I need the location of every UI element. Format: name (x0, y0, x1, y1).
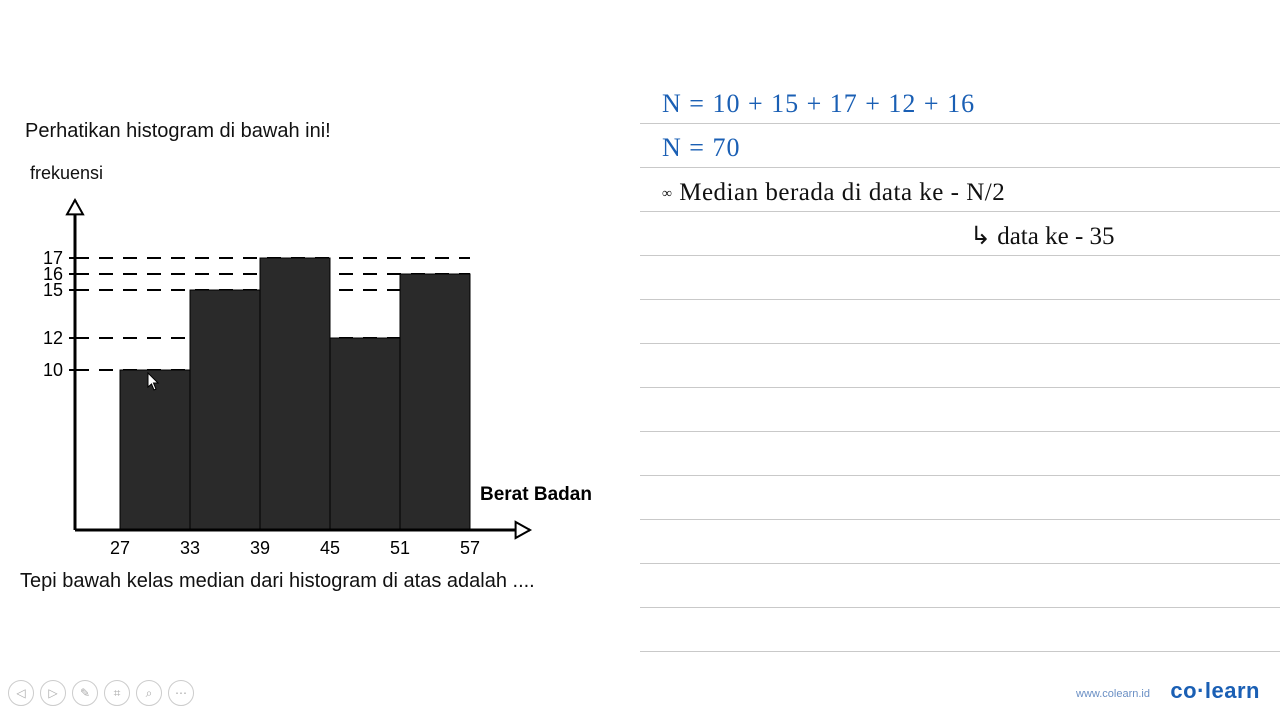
notes-line-6 (640, 300, 1280, 344)
notes-line-5 (640, 256, 1280, 300)
notes-panel: N = 10 + 15 + 17 + 12 + 16 N = 70 ∞ Medi… (640, 0, 1280, 720)
svg-text:17: 17 (43, 248, 63, 268)
infinity-icon: ∞ (662, 186, 672, 201)
svg-text:51: 51 (390, 538, 410, 558)
svg-text:39: 39 (250, 538, 270, 558)
notes-line-4: ↳ data ke - 35 (640, 212, 1280, 256)
svg-text:57: 57 (460, 538, 480, 558)
question-text: Tepi bawah kelas median dari histogram d… (20, 570, 535, 593)
svg-text:27: 27 (110, 538, 130, 558)
note-data-ke: ↳ data ke - 35 (970, 221, 1115, 251)
note-median-line: ∞ Median berada di data ke - N/2 (662, 179, 1005, 207)
svg-text:Berat Badan: Berat Badan (480, 484, 592, 505)
notes-line-12 (640, 564, 1280, 608)
svg-text:10: 10 (43, 360, 63, 380)
left-panel: Perhatikan histogram di bawah ini! freku… (0, 0, 640, 720)
next-icon[interactable]: ▷ (40, 680, 66, 706)
note-n-value: N = 70 (662, 133, 740, 163)
tool-icon[interactable]: ⌗ (104, 680, 130, 706)
svg-text:33: 33 (180, 538, 200, 558)
svg-text:12: 12 (43, 328, 63, 348)
svg-text:45: 45 (320, 538, 340, 558)
footer-url: www.colearn.id (1076, 688, 1150, 700)
footer-controls: ◁ ▷ ✎ ⌗ ⌕ ⋯ (8, 680, 194, 706)
prompt-text: Perhatikan histogram di bawah ini! (25, 120, 620, 143)
footer-brand: co·learn (1170, 678, 1260, 704)
footer: ◁ ▷ ✎ ⌗ ⌕ ⋯ www.colearn.id co·learn (0, 670, 1280, 710)
notes-line-10 (640, 476, 1280, 520)
zoom-icon[interactable]: ⌕ (136, 680, 162, 706)
pen-icon[interactable]: ✎ (72, 680, 98, 706)
arrow-icon: ↳ (970, 223, 991, 250)
notes-line-9 (640, 432, 1280, 476)
notes-line-1: N = 10 + 15 + 17 + 12 + 16 (640, 80, 1280, 124)
notes-line-7 (640, 344, 1280, 388)
prev-icon[interactable]: ◁ (8, 680, 34, 706)
notes-line-11 (640, 520, 1280, 564)
notes-line-8 (640, 388, 1280, 432)
notes-line-2: N = 70 (640, 124, 1280, 168)
more-icon[interactable]: ⋯ (168, 680, 194, 706)
notes-line-3: ∞ Median berada di data ke - N/2 (640, 168, 1280, 212)
histogram-chart: 1012151617273339455157Berat Badan (20, 190, 600, 560)
note-n-sum: N = 10 + 15 + 17 + 12 + 16 (662, 89, 975, 119)
notes-line-13 (640, 608, 1280, 652)
y-axis-label: frekuensi (30, 163, 620, 184)
